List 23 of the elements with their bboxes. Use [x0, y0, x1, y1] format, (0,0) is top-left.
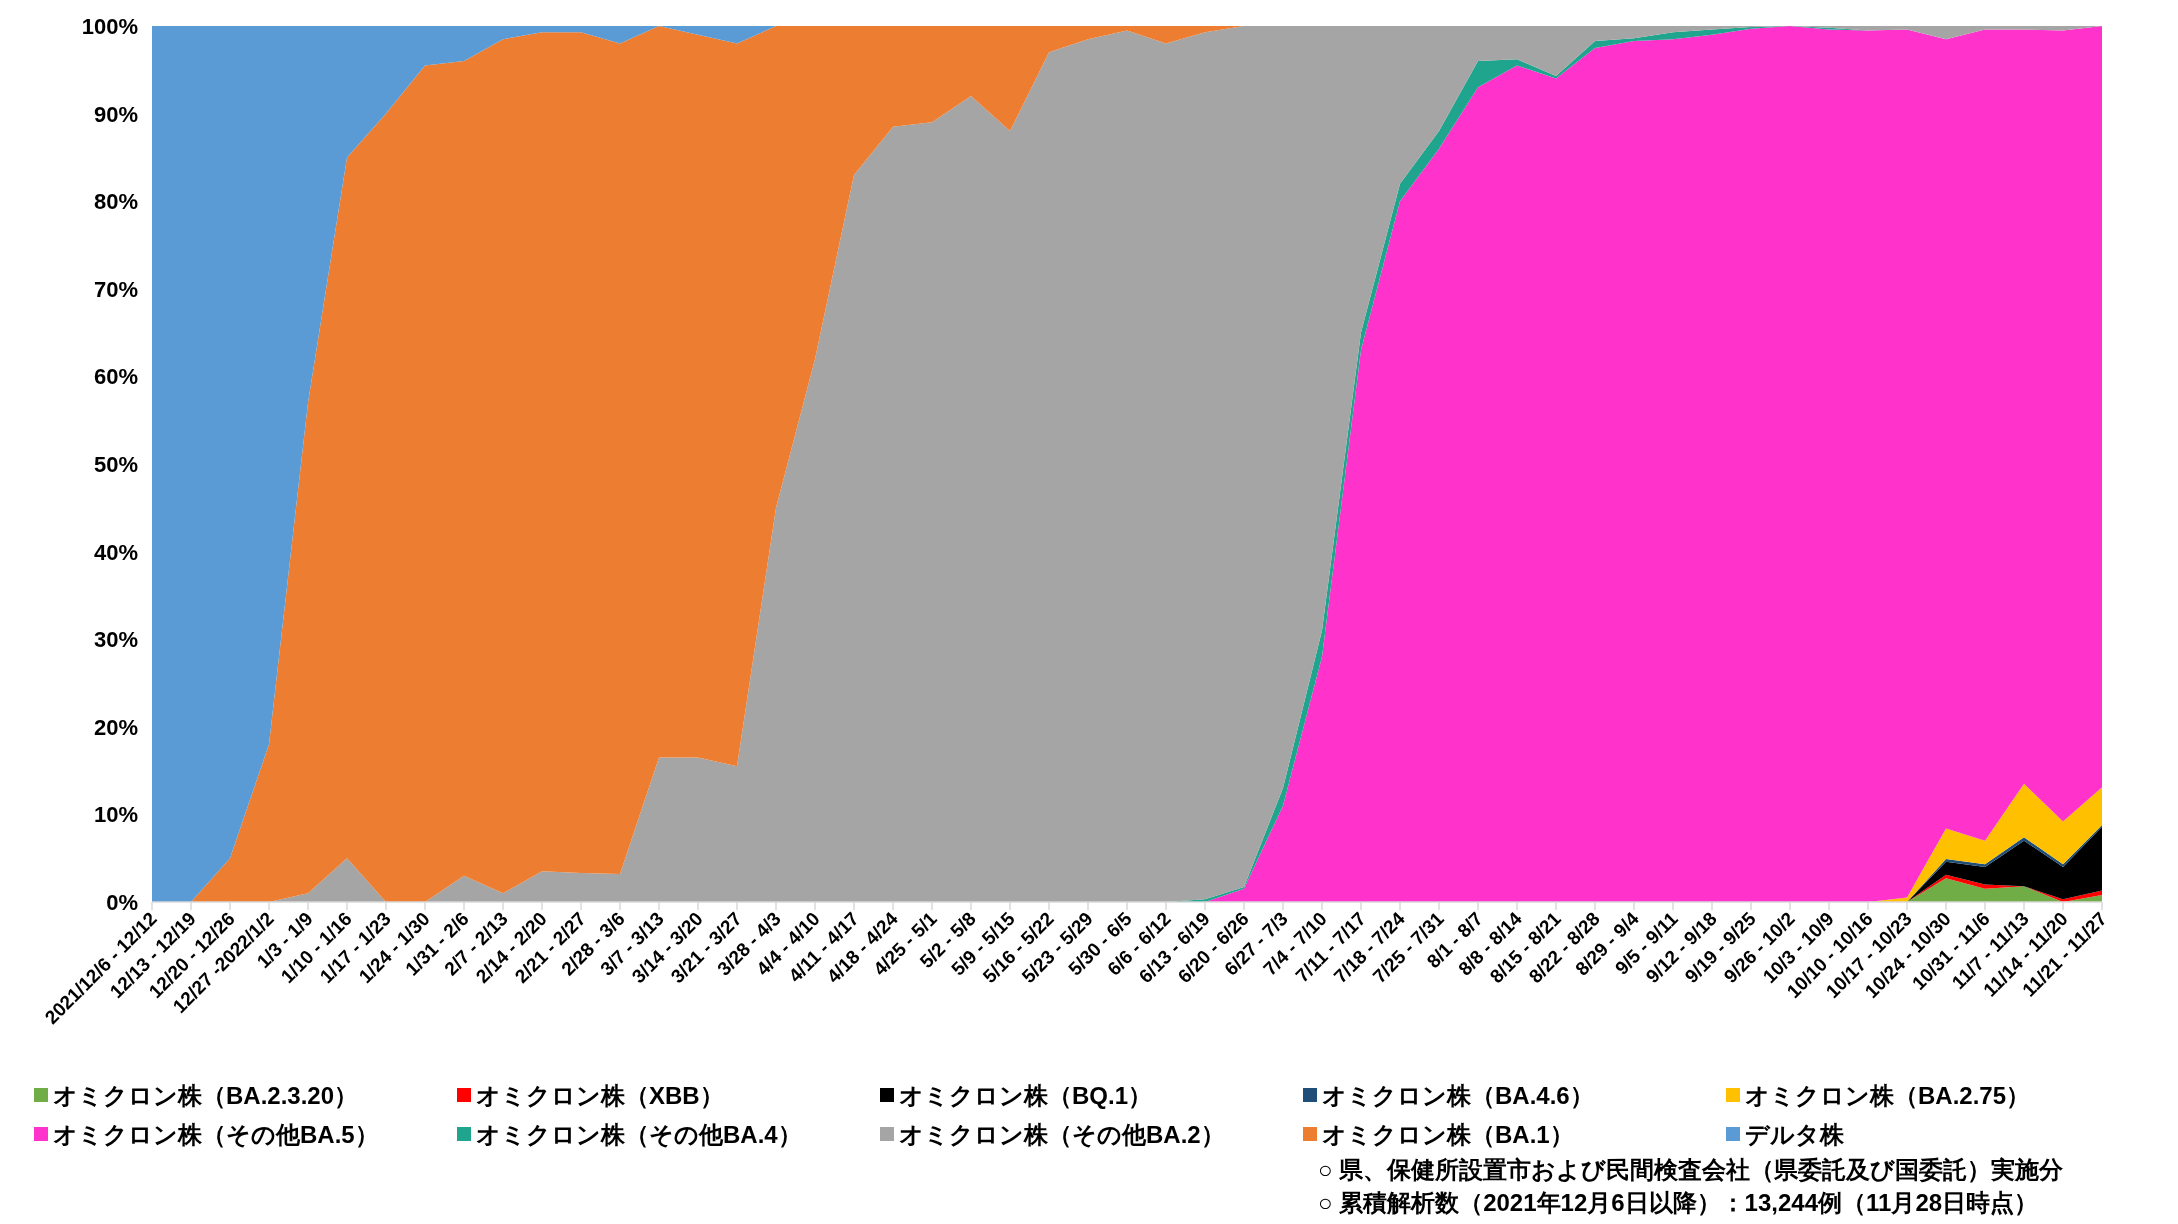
legend-label: オミクロン株（その他BA.4） [476, 1121, 802, 1148]
text: ○ 県、保健所設置市および民間検査会社（県委託及び国委託）実施分 [1318, 1156, 2065, 1183]
y-tick-label: 20% [93, 714, 138, 740]
y-tick-label: 40% [93, 539, 138, 565]
text: ○ 累積解析数（2021年12月6日以降）：13,244例（11月28日時点） [1318, 1189, 2039, 1216]
legend-label: デルタ株 [1745, 1121, 1845, 1148]
y-tick-label: 30% [93, 627, 138, 653]
y-tick-label: 80% [93, 189, 138, 215]
legend-label: オミクロン株（BQ.1） [899, 1082, 1153, 1109]
legend-label: オミクロン株（BA.2.75） [1745, 1082, 2031, 1109]
legend-label: オミクロン株（その他BA.5） [53, 1121, 379, 1148]
y-tick-label: 90% [93, 101, 138, 127]
legend-label: オミクロン株（その他BA.2） [899, 1121, 1225, 1148]
y-tick-label: 100% [81, 14, 138, 39]
legend-label: オミクロン株（BA.1） [1322, 1121, 1574, 1148]
y-tick-label: 70% [93, 276, 138, 302]
y-tick-label: 10% [93, 802, 138, 828]
legend-label: オミクロン株（BA.4.6） [1322, 1082, 1594, 1109]
y-tick-label: 50% [93, 452, 138, 477]
legend-label: オミクロン株（BA.2.3.20） [53, 1082, 359, 1109]
legend-label: オミクロン株（XBB） [476, 1082, 724, 1109]
y-tick-label: 60% [93, 364, 138, 390]
y-tick-label: 0% [106, 890, 138, 915]
